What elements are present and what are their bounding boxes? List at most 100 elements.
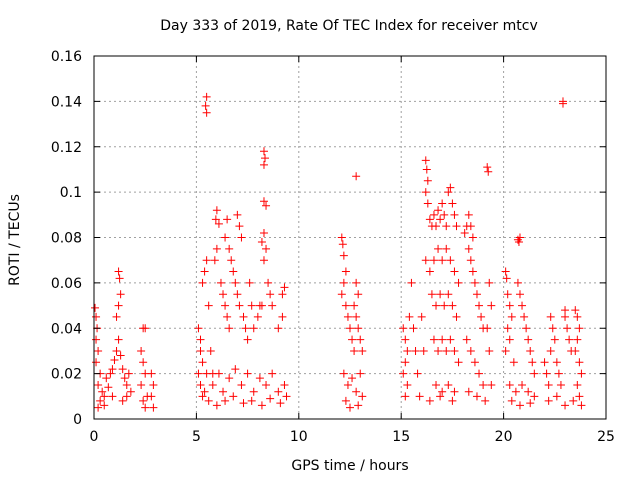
data-point	[505, 335, 514, 344]
data-point	[112, 312, 121, 321]
data-point	[352, 172, 361, 181]
data-point	[223, 312, 232, 321]
data-point	[446, 183, 455, 192]
data-point	[339, 369, 348, 378]
data-point	[434, 244, 443, 253]
y-tick-label: 0.14	[51, 94, 82, 110]
data-point	[100, 392, 109, 401]
data-point	[487, 380, 496, 389]
data-point	[212, 244, 221, 253]
data-point	[503, 324, 512, 333]
data-point	[196, 380, 205, 389]
data-point	[249, 324, 258, 333]
data-point	[139, 396, 148, 405]
data-point	[229, 267, 238, 276]
data-point	[503, 290, 512, 299]
data-point	[413, 369, 422, 378]
data-point	[442, 222, 451, 231]
data-point	[448, 199, 457, 208]
data-point	[399, 324, 408, 333]
data-point	[485, 278, 494, 287]
data-point	[475, 369, 484, 378]
data-point	[552, 358, 561, 367]
data-point	[221, 301, 230, 310]
data-point	[530, 369, 539, 378]
data-point	[511, 387, 520, 396]
data-point	[247, 301, 256, 310]
data-point	[194, 324, 203, 333]
data-point	[450, 387, 459, 396]
data-point	[501, 346, 510, 355]
y-tick-label: 0.04	[51, 321, 82, 337]
data-point	[470, 358, 479, 367]
data-point	[422, 165, 431, 174]
data-point	[198, 278, 207, 287]
data-point	[546, 312, 555, 321]
data-point	[216, 278, 225, 287]
data-point	[423, 176, 432, 185]
data-point	[274, 324, 283, 333]
y-tick-label: 0	[73, 412, 82, 428]
data-point	[401, 335, 410, 344]
data-point	[264, 278, 273, 287]
data-point	[341, 301, 350, 310]
data-point	[239, 312, 248, 321]
data-point	[343, 312, 352, 321]
y-tick-label: 0.1	[60, 185, 82, 201]
data-point	[280, 380, 289, 389]
data-point	[235, 301, 244, 310]
data-point	[268, 301, 277, 310]
y-tick-label: 0.12	[51, 140, 82, 156]
data-point	[194, 369, 203, 378]
data-point	[266, 290, 275, 299]
data-point	[202, 108, 211, 117]
data-point	[515, 401, 524, 410]
data-point	[206, 346, 215, 355]
data-point	[94, 403, 103, 412]
data-point	[221, 396, 230, 405]
data-point	[120, 374, 129, 383]
data-point	[513, 278, 522, 287]
data-point	[100, 401, 109, 410]
data-point	[472, 392, 481, 401]
data-point	[446, 335, 455, 344]
data-point	[262, 380, 271, 389]
data-point	[266, 394, 275, 403]
data-point	[202, 256, 211, 265]
data-point	[219, 290, 228, 299]
data-point	[257, 401, 266, 410]
data-point	[429, 256, 438, 265]
data-point	[464, 210, 473, 219]
data-point	[262, 244, 271, 253]
data-point	[479, 380, 488, 389]
data-point	[202, 369, 211, 378]
data-point	[358, 346, 367, 355]
data-point	[231, 278, 240, 287]
data-point	[231, 365, 240, 374]
data-point	[569, 396, 578, 405]
data-point	[436, 392, 445, 401]
chart-title: Day 333 of 2019, Rate Of TEC Index for r…	[160, 18, 537, 34]
x-tick-label: 20	[495, 429, 513, 445]
data-point	[196, 335, 205, 344]
data-point	[339, 251, 348, 260]
data-point	[259, 160, 268, 169]
x-tick-label: 0	[90, 429, 99, 445]
data-point	[114, 267, 123, 276]
data-point	[235, 222, 244, 231]
data-point	[472, 290, 481, 299]
data-point	[204, 396, 213, 405]
data-point	[446, 256, 455, 265]
data-point	[475, 301, 484, 310]
x-tick-label: 5	[192, 429, 201, 445]
data-point	[487, 301, 496, 310]
data-points	[91, 92, 586, 412]
data-point	[417, 312, 426, 321]
data-point	[223, 215, 232, 224]
data-point	[544, 380, 553, 389]
data-point	[352, 312, 361, 321]
data-point	[114, 335, 123, 344]
data-point	[518, 301, 527, 310]
data-point	[356, 335, 365, 344]
data-point	[239, 399, 248, 408]
